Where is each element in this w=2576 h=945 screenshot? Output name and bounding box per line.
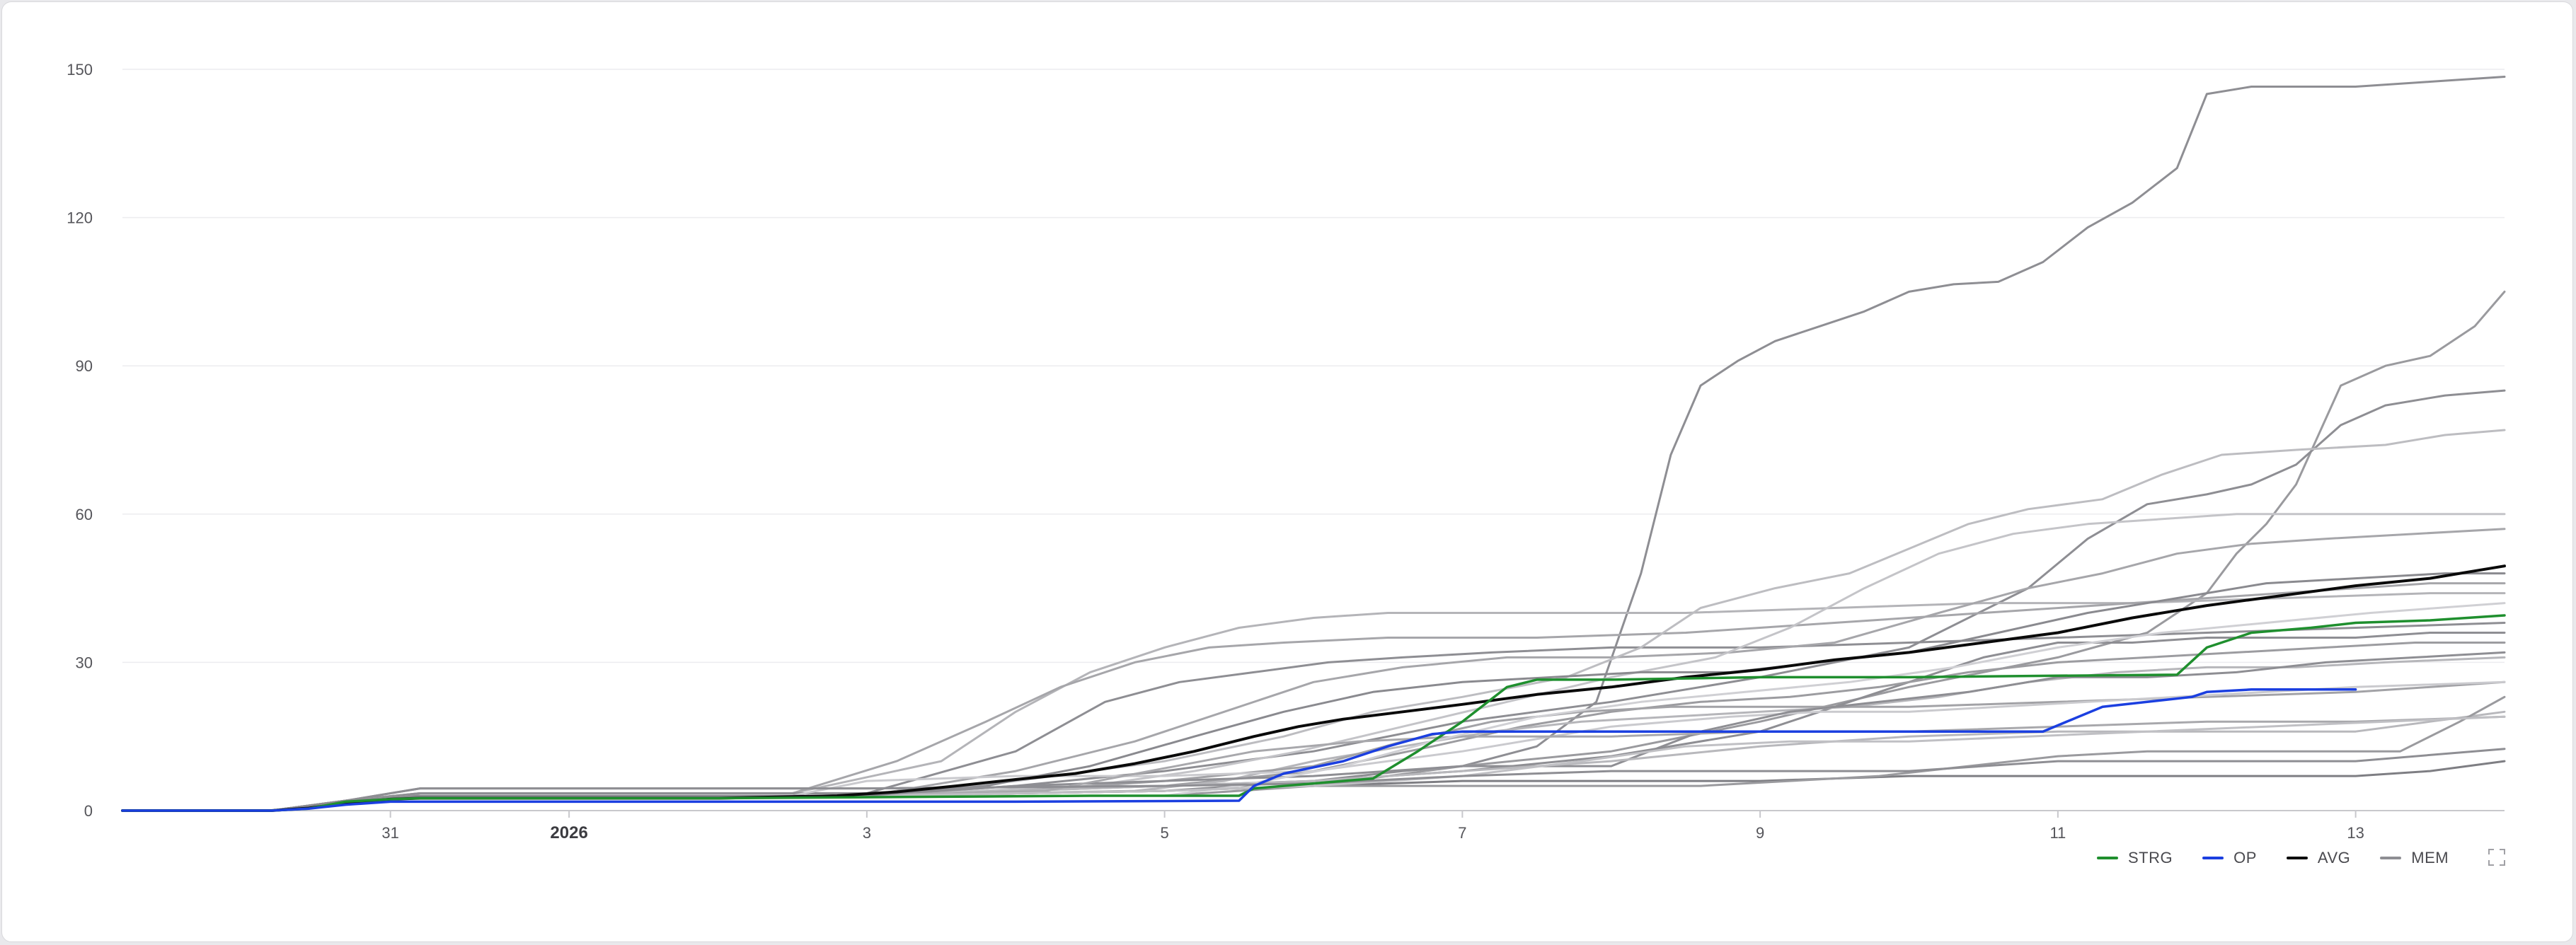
legend-label-op: OP xyxy=(2233,849,2257,866)
y-tick-label: 150 xyxy=(67,61,93,79)
series-line-member xyxy=(121,429,2506,812)
series-line-member xyxy=(121,602,2506,812)
y-tick-label: 0 xyxy=(84,802,93,820)
legend-label-strg: STRG xyxy=(2128,849,2173,866)
y-tick-label: 30 xyxy=(76,654,93,671)
x-tick-label: 7 xyxy=(1458,824,1466,842)
series-line-member xyxy=(121,76,2506,812)
x-tick-label: 31 xyxy=(381,824,398,842)
legend-item-mem[interactable]: MEM xyxy=(2380,849,2449,867)
legend-item-op[interactable]: OP xyxy=(2202,849,2257,867)
legend-item-avg[interactable]: AVG xyxy=(2286,849,2351,867)
series-line-member xyxy=(121,572,2506,812)
y-tick-label: 90 xyxy=(76,357,93,375)
x-tick-label: 11 xyxy=(2049,824,2066,842)
legend-swatch-op xyxy=(2202,857,2224,859)
x-tick-label: 3 xyxy=(863,824,871,842)
x-tick-label: 9 xyxy=(1756,824,1764,842)
y-tick-label: 60 xyxy=(76,506,93,523)
legend-item-strg[interactable]: STRG xyxy=(2097,849,2173,867)
legend-label-mem: MEM xyxy=(2411,849,2449,866)
series-line-strg xyxy=(121,614,2506,812)
x-tick-label: 2026 xyxy=(550,823,587,842)
legend-swatch-mem xyxy=(2380,857,2402,859)
legend-label-avg: AVG xyxy=(2317,849,2351,866)
series-line-member xyxy=(121,290,2506,812)
x-tick-label: 5 xyxy=(1161,824,1169,842)
series-line-member xyxy=(121,622,2506,812)
series-line-op xyxy=(121,688,2357,812)
x-tick-label: 13 xyxy=(2347,824,2364,842)
legend-swatch-avg xyxy=(2286,857,2308,859)
fullscreen-icon[interactable] xyxy=(2488,848,2506,866)
legend-swatch-strg xyxy=(2097,857,2118,859)
y-tick-label: 120 xyxy=(67,209,93,227)
chart-legend: STRG OP AVG MEM xyxy=(2097,845,2478,871)
